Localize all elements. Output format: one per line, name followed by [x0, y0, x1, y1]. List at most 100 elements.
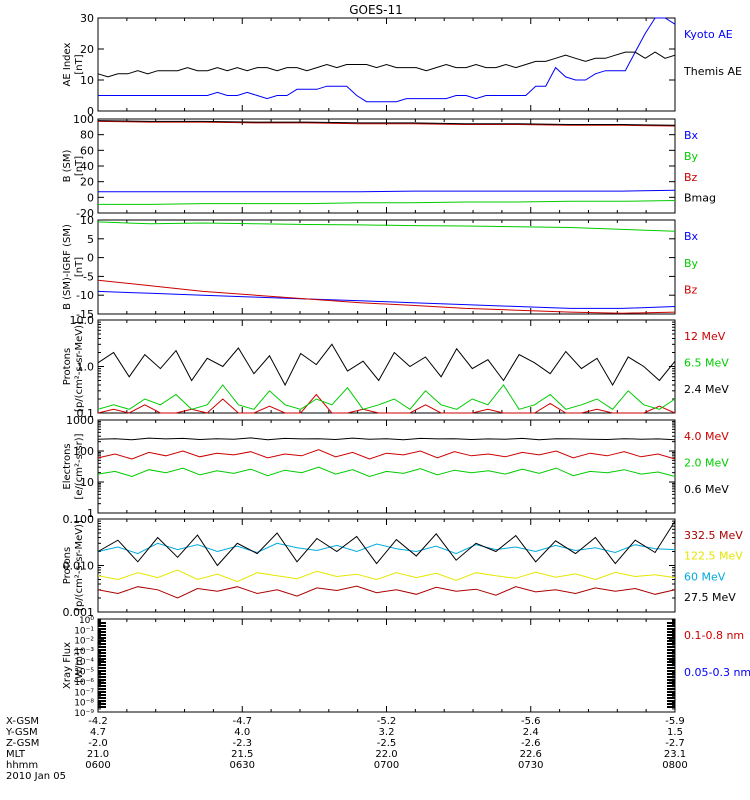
y-tick-label: 5	[87, 233, 94, 246]
legend-label: Bx	[684, 230, 699, 243]
series-line	[97, 520, 676, 567]
x-row-label: MLT	[6, 749, 26, 760]
series-line	[97, 51, 676, 78]
legend-label: Bx	[684, 129, 699, 142]
x-row-label: Z-GSM	[6, 738, 39, 749]
x-value-label: 0600	[85, 760, 110, 771]
y-axis-unit: [nT]	[74, 54, 85, 74]
x-value-label: -4.7	[232, 716, 252, 727]
series-line	[97, 542, 676, 555]
y-axis-label: B (SM)-IGRF (SM)	[62, 224, 73, 310]
y-tick-label: 0.001	[63, 606, 95, 619]
series-line	[97, 343, 676, 387]
series-line	[97, 393, 676, 414]
legend-label: 2.0 MeV	[684, 457, 729, 470]
series-line	[97, 221, 676, 232]
legend-label: Kyoto AE	[684, 28, 733, 41]
y-tick-label: 100	[73, 445, 94, 458]
x-row-label: hhmm	[6, 760, 38, 771]
y-tick-label: 10	[80, 214, 94, 227]
y-axis-unit: [W/m²]	[74, 648, 85, 683]
series-line	[97, 120, 676, 126]
panel-frame	[97, 618, 676, 713]
legend-label: 332.5 MeV	[684, 529, 743, 542]
x-value-label: 2.4	[523, 727, 539, 738]
x-value-label: 21.5	[231, 749, 253, 760]
y-axis-label: Protons	[62, 348, 73, 385]
y-tick-label: 10⁻⁴	[74, 657, 94, 667]
y-axis-label: Xray Flux	[62, 642, 73, 689]
legend-label: Bz	[684, 171, 698, 184]
x-row-label: X-GSM	[6, 716, 39, 727]
y-tick-label: -15	[76, 308, 94, 321]
y-tick-label: 30	[80, 12, 94, 25]
series-line	[97, 120, 676, 127]
legend-label: Themis AE	[683, 65, 742, 78]
series-line	[97, 585, 676, 599]
x-value-label: -4.2	[88, 716, 108, 727]
series-line	[97, 449, 676, 460]
y-tick-label: 40	[80, 160, 94, 173]
y-tick-label: 20	[80, 176, 94, 189]
y-tick-label: 0.1	[77, 407, 95, 420]
legend-label: 0.1-0.8 nm	[684, 629, 744, 642]
legend-label: 0.6 MeV	[684, 483, 729, 496]
y-tick-label: 10⁻²	[74, 637, 94, 647]
panel-frame	[97, 219, 676, 315]
legend-label: 12 MeV	[684, 330, 726, 343]
y-axis-label: B (SM)	[62, 149, 73, 182]
y-tick-label: 0	[87, 105, 94, 118]
x-value-label: -2.0	[88, 738, 108, 749]
y-tick-label: 10.0	[70, 314, 95, 327]
y-tick-label: 1	[87, 507, 94, 520]
y-axis-unit: [p/(cm²-s-sr-MeV)]	[74, 321, 85, 412]
y-tick-label: 10⁻¹	[74, 626, 94, 636]
x-value-label: -2.5	[377, 738, 397, 749]
panel-frame	[97, 118, 676, 214]
x-value-label: -2.6	[521, 738, 541, 749]
y-axis-label: AE Index	[62, 42, 73, 86]
legend-label: 60 MeV	[684, 570, 726, 583]
y-tick-label: -5	[83, 270, 94, 283]
panel-4: 0.1 1.0 10.0 Protons [p/(cm²-s-sr-MeV)] 12 Me…	[62, 314, 729, 420]
y-axis-label: Electrons	[62, 443, 73, 489]
legend-label: 4.0 MeV	[684, 430, 729, 443]
legend-label: Bmag	[684, 192, 716, 205]
legend-label: 0.05-0.3 nm	[684, 666, 750, 679]
legend-label: Bz	[684, 284, 698, 297]
y-tick-label: 10⁻⁹	[74, 709, 94, 719]
y-tick-label: 10⁰	[79, 616, 94, 626]
series-line	[97, 290, 676, 309]
y-tick-label: 80	[80, 129, 94, 142]
x-row-label: 2010 Jan 05	[6, 771, 66, 782]
legend-label: 6.5 MeV	[684, 357, 729, 370]
panel-frame	[97, 419, 676, 514]
y-axis-unit: [p/(cm²-s-sr-MeV)]	[74, 520, 85, 611]
y-tick-label: 10⁻⁶	[74, 678, 94, 688]
y-tick-label: 0.100	[63, 513, 95, 526]
y-tick-label: 1.0	[77, 361, 95, 374]
y-axis-unit: [nT]	[74, 156, 85, 176]
panel-5: 1 10 100 1000 Electrons [e/(cm²-s-sr)] 4.0 MeV…	[62, 414, 729, 520]
y-tick-label: 10⁻⁸	[74, 699, 94, 709]
x-value-label: 22.6	[520, 749, 542, 760]
y-tick-label: 60	[80, 144, 94, 157]
y-axis-unit: [e/(cm²-s-sr)]	[74, 433, 85, 499]
x-value-label: -2.3	[232, 738, 252, 749]
panel-3: -15 -10 -5 0 5 10 B (SM)-IGRF (SM) [nT] Bx By Bz	[62, 214, 699, 321]
panel-2: -20 0 20 40 60 80 100 B (SM) [nT] Bx By Bz Bmag	[62, 113, 716, 220]
y-tick-label: 10	[80, 476, 94, 489]
x-value-label: 4.0	[234, 727, 250, 738]
series-line	[98, 200, 676, 205]
legend-label: 122.5 MeV	[684, 550, 743, 563]
legend-label: By	[684, 257, 699, 270]
x-value-label: -2.7	[665, 738, 685, 749]
x-value-label: 0630	[230, 760, 255, 771]
y-tick-label: 1000	[66, 414, 94, 427]
legend-label: 2.4 MeV	[684, 383, 729, 396]
panel-6: 0.001 0.010 0.100 Protons [p/(cm²-s-sr-MeV)]…	[62, 513, 743, 619]
